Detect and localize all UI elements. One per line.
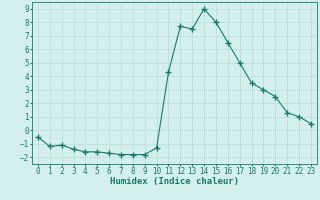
X-axis label: Humidex (Indice chaleur): Humidex (Indice chaleur) (110, 177, 239, 186)
